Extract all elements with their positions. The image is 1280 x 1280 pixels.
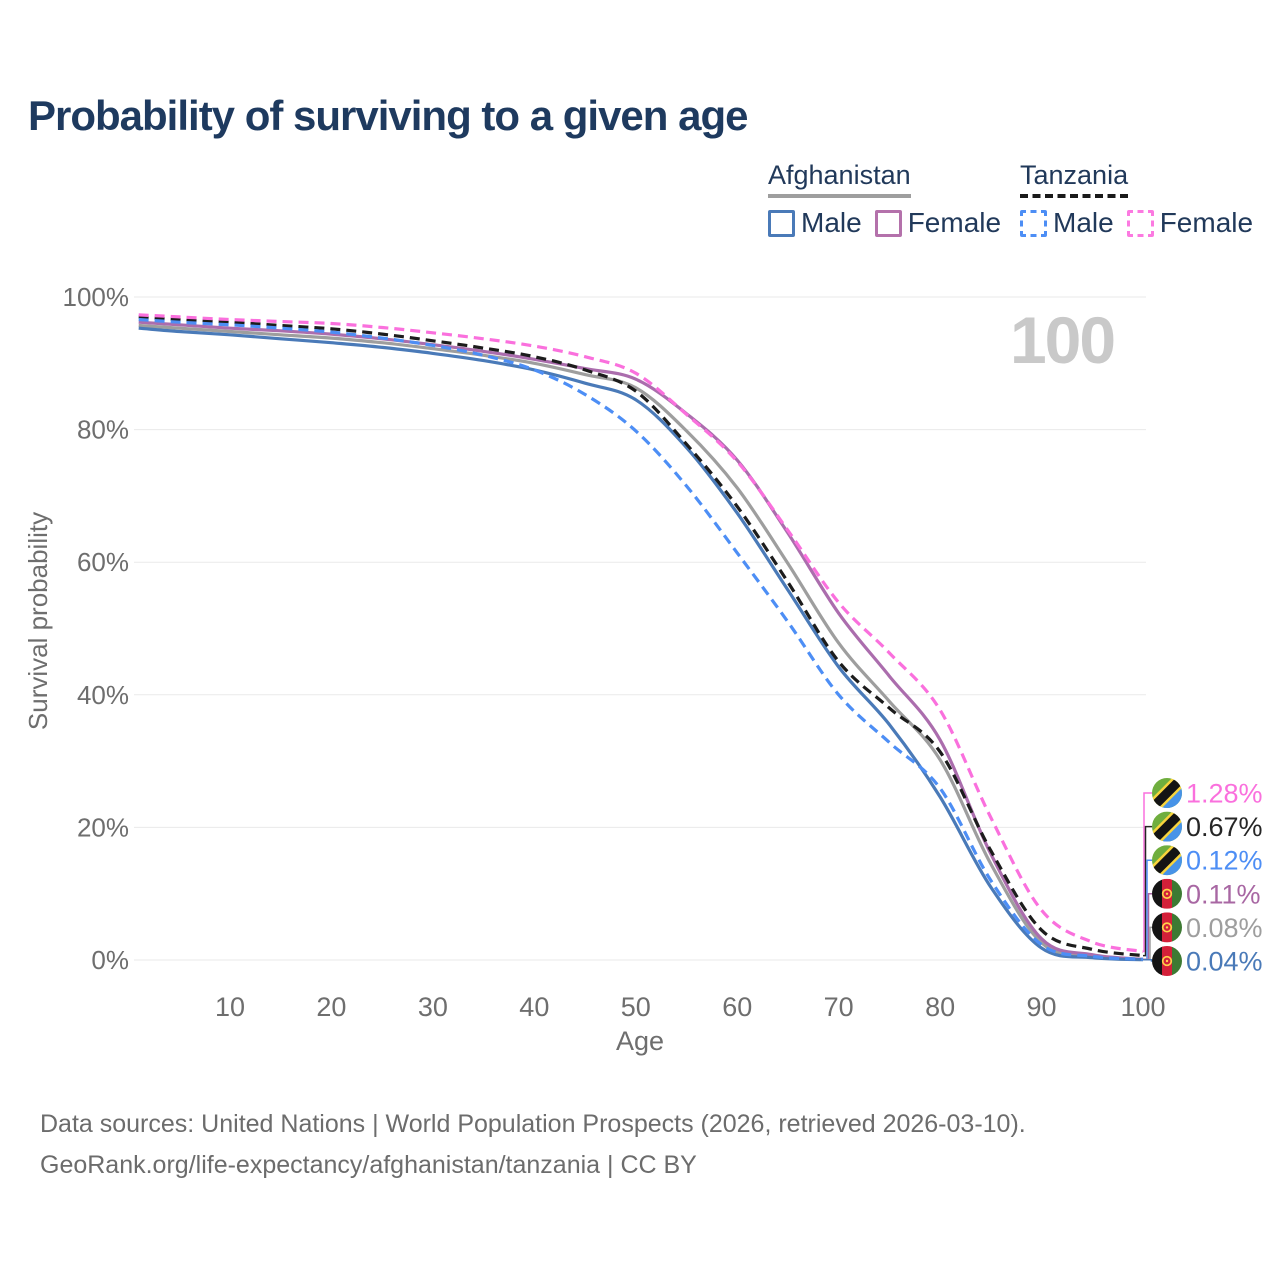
y-tick-100%: 100%	[63, 282, 130, 312]
connector-tanzania-both-sexes	[1143, 825, 1152, 957]
end-label-afghanistan-female: 0.11%	[1186, 879, 1261, 909]
legend-items-afghanistan: Male Female	[768, 207, 1001, 239]
page-title: Probability of surviving to a given age	[28, 92, 748, 139]
checkbox-afghanistan-male-icon[interactable]	[768, 209, 795, 237]
x-tick-80: 80	[925, 992, 955, 1022]
legend-label-tanzania-male: Male	[1053, 207, 1114, 238]
legend-label-afghanistan-female: Female	[907, 207, 1002, 238]
checkbox-tanzania-female-icon[interactable]	[1126, 209, 1154, 237]
checkbox-tanzania-male-icon[interactable]	[1020, 209, 1047, 237]
footer-url: GeoRank.org/life-expectancy/afghanistan/…	[40, 1151, 697, 1179]
legend-country-tanzania[interactable]: Tanzania	[1020, 160, 1129, 190]
y-tick-20%: 20%	[77, 812, 129, 842]
y-tick-60%: 60%	[77, 547, 129, 577]
age-counter-watermark: 100	[1010, 303, 1114, 377]
legend-label-afghanistan-male: Male	[801, 207, 862, 238]
y-axis-tick-labels: 100% 80% 60% 40% 20% 0%	[63, 282, 130, 975]
end-label-tanzania-male: 0.12%	[1186, 846, 1263, 876]
legend-item-afghanistan-female[interactable]: Female	[874, 207, 1002, 239]
afghanistan-flag-icon	[1152, 946, 1182, 976]
legend-item-tanzania-male[interactable]: Male	[1020, 207, 1114, 239]
footer-data-sources: Data sources: United Nations | World Pop…	[40, 1110, 1026, 1138]
afghanistan-flag-icon	[1152, 878, 1182, 909]
legend-country-afghanistan[interactable]: Afghanistan	[768, 160, 911, 190]
x-tick-100: 100	[1120, 992, 1165, 1022]
connector-tanzania-female	[1143, 792, 1152, 953]
x-axis-tick-labels: 10 20 30 40 50 60 70 80 90 100	[215, 992, 1166, 1022]
line-afghanistan-male[interactable]	[138, 326, 1144, 962]
y-axis-title: Survival probability	[23, 512, 53, 730]
x-tick-20: 20	[316, 992, 346, 1022]
legend-header-tanzania: Tanzania	[1020, 160, 1129, 198]
legend-underline-tanzania-dashed-line	[1020, 194, 1129, 198]
end-label-afghanistan-both-sexes: 0.08%	[1186, 913, 1263, 943]
footer: Data sources: United Nations | World Pop…	[40, 1104, 1026, 1186]
line-tanzania-female[interactable]	[138, 313, 1144, 954]
x-axis-title: Age	[616, 1026, 664, 1056]
tanzania-flag-icon	[1152, 845, 1182, 876]
y-tick-80%: 80%	[77, 415, 129, 445]
end-label-afghanistan-male: 0.04%	[1186, 947, 1263, 977]
legend-underline-afghanistan-solid-line	[768, 194, 911, 198]
legend-items-tanzania: Male Female	[1020, 207, 1253, 239]
y-tick-40%: 40%	[77, 680, 129, 710]
series-lines	[138, 313, 1144, 962]
tanzania-flag-icon	[1152, 778, 1182, 808]
line-tanzania-both-sexes[interactable]	[138, 315, 1144, 958]
legend-header-afghanistan: Afghanistan	[768, 160, 911, 198]
legend-label-tanzania-female: Female	[1159, 207, 1254, 238]
end-label-tanzania-both-sexes: 0.67%	[1186, 812, 1263, 842]
legend-group-tanzania: Tanzania Male Female	[1020, 160, 1253, 239]
x-tick-50: 50	[621, 992, 651, 1022]
y-tick-0%: 0%	[91, 945, 129, 975]
line-afghanistan-both-sexes[interactable]	[138, 323, 1144, 962]
x-tick-60: 60	[722, 992, 752, 1022]
x-tick-10: 10	[215, 992, 245, 1022]
end-value-labels: 1.28%0.67% 0.12%0.11% 0.08% 0.04%	[1143, 778, 1263, 977]
x-tick-70: 70	[824, 992, 854, 1022]
gridlines	[134, 296, 1146, 961]
connector-afghanistan-male	[1143, 958, 1153, 962]
legend-item-afghanistan-male[interactable]: Male	[768, 207, 862, 239]
legend-item-tanzania-female[interactable]: Female	[1126, 207, 1254, 239]
tanzania-flag-icon	[1152, 811, 1182, 842]
x-tick-90: 90	[1027, 992, 1057, 1022]
line-tanzania-male[interactable]	[138, 317, 1144, 961]
x-tick-30: 30	[418, 992, 448, 1022]
x-tick-40: 40	[519, 992, 549, 1022]
afghanistan-flag-icon	[1152, 912, 1182, 943]
legend-group-afghanistan: Afghanistan Male Female	[768, 160, 1001, 239]
checkbox-afghanistan-female-icon[interactable]	[874, 209, 902, 237]
end-label-tanzania-female: 1.28%	[1186, 779, 1263, 809]
